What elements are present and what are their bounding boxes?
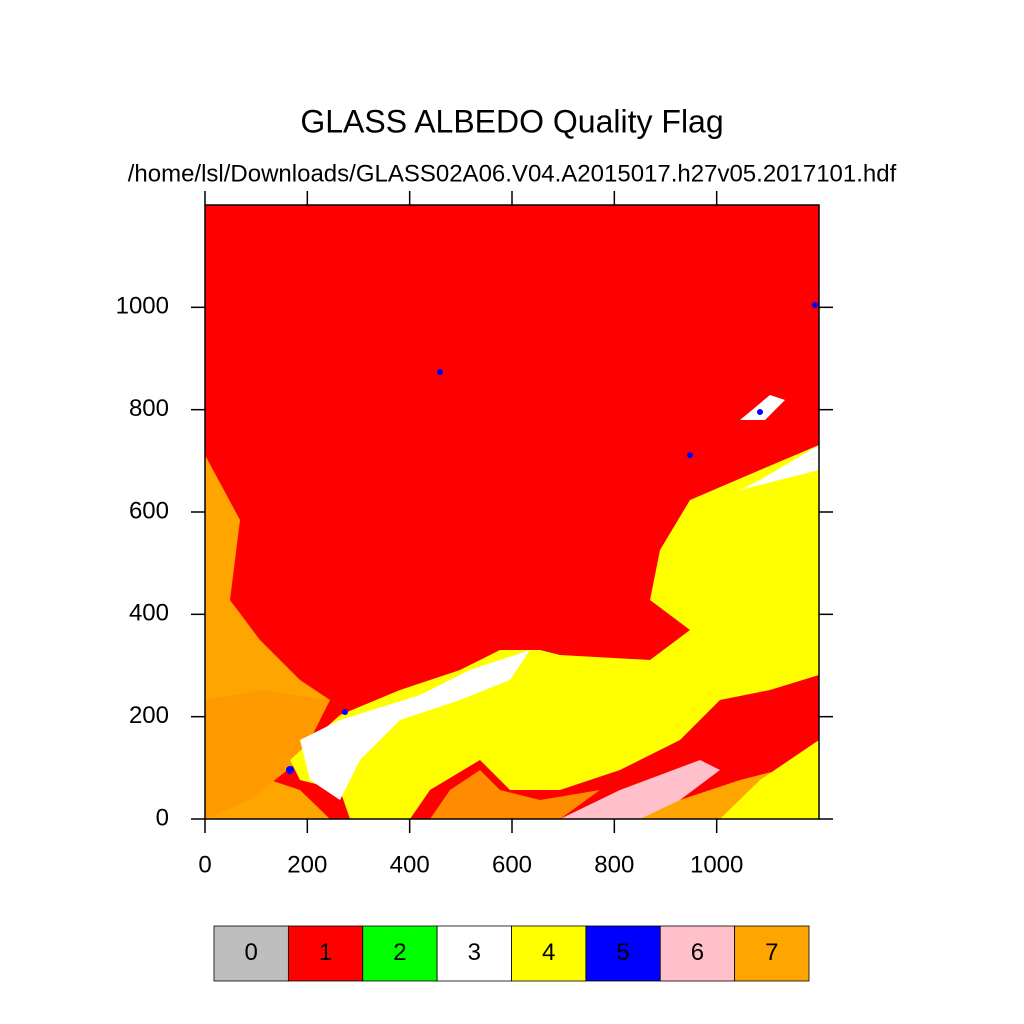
raster-blue [437, 369, 443, 375]
x-tick-label: 200 [287, 851, 327, 878]
chart-title: GLASS ALBEDO Quality Flag [300, 103, 723, 139]
y-tick-label: 0 [156, 804, 169, 831]
legend-label: 5 [616, 939, 629, 966]
legend-swatch [213, 925, 289, 982]
raster-white-2 [300, 650, 530, 800]
raster-blue [812, 302, 818, 308]
y-tick-label: 800 [129, 395, 169, 422]
y-tick-label: 400 [129, 600, 169, 627]
raster-white-3 [740, 395, 785, 420]
raster-yellow [290, 445, 819, 819]
legend-swatch [585, 925, 661, 982]
legend-swatch [734, 925, 810, 982]
legend-swatch [659, 925, 736, 982]
raster-yellow-2 [720, 740, 819, 819]
raster-field [205, 205, 819, 819]
raster-blue [342, 709, 348, 715]
raster-blue [286, 766, 294, 774]
x-tick-label: 0 [198, 851, 211, 878]
raster-pink [560, 760, 720, 819]
legend-swatch [362, 925, 438, 982]
x-tick-label: 600 [492, 851, 532, 878]
raster-blue [687, 452, 693, 458]
legend-swatch [287, 925, 364, 982]
y-tick-label: 200 [129, 702, 169, 729]
x-tick-label: 800 [594, 851, 634, 878]
raster-orange-dense [205, 690, 330, 819]
raster-blue [757, 409, 763, 415]
legend-label: 7 [765, 939, 778, 966]
chart-subtitle: /home/lsl/Downloads/GLASS02A06.V04.A2015… [128, 160, 897, 187]
legend-label: 1 [319, 939, 332, 966]
legend-label: 0 [245, 939, 258, 966]
y-tick-label: 1000 [116, 293, 169, 320]
legend-swatch [436, 925, 512, 982]
legend-label: 4 [542, 939, 555, 966]
legend-label: 2 [393, 939, 406, 966]
y-tick-label: 600 [129, 497, 169, 524]
raster-orange-2 [430, 770, 600, 819]
legend-swatch [511, 925, 587, 982]
x-tick-label: 1000 [690, 851, 743, 878]
legend-label: 3 [468, 939, 481, 966]
x-tick-label: 400 [390, 851, 430, 878]
legend-label: 6 [691, 939, 704, 966]
